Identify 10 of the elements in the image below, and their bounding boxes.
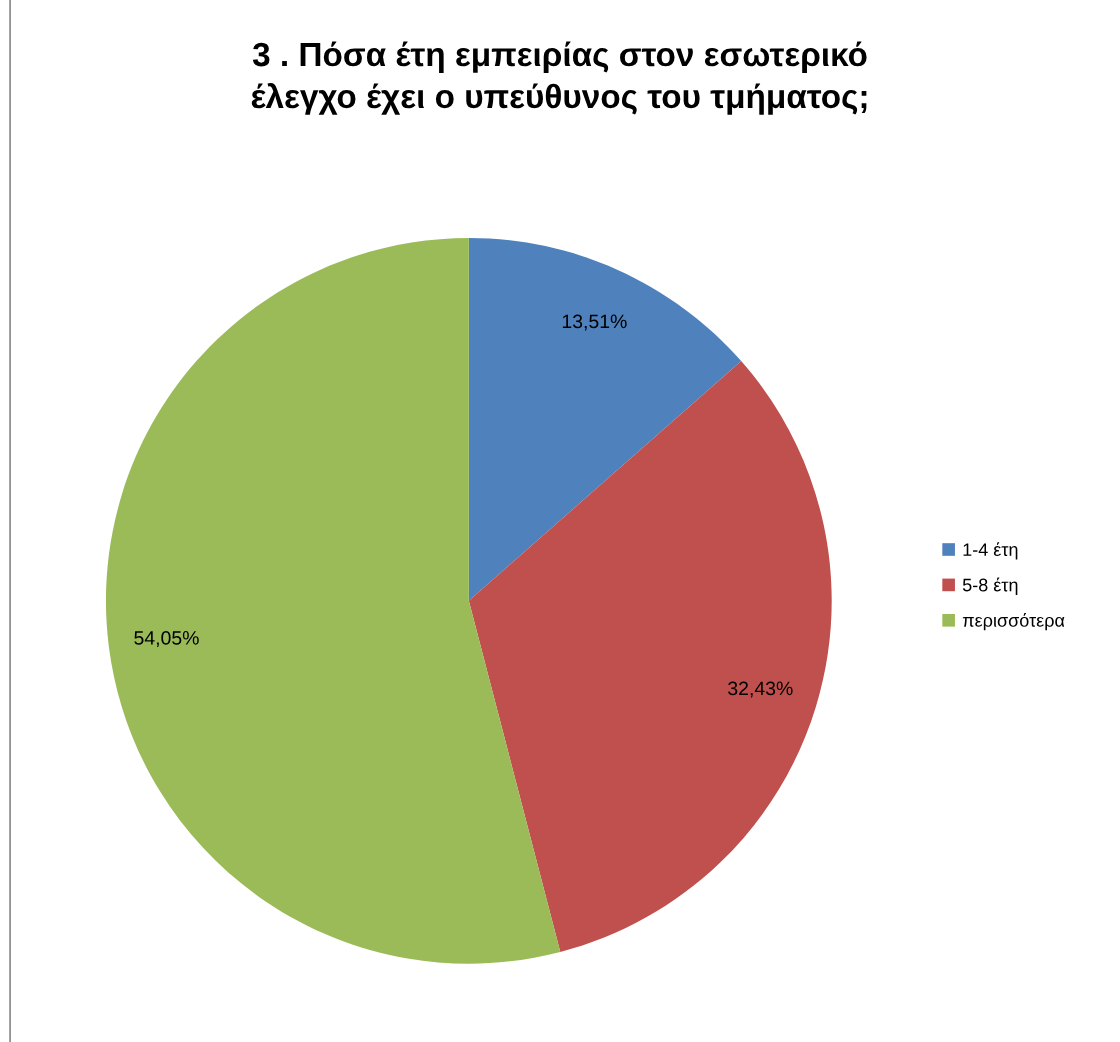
pie-slice — [468, 361, 832, 952]
data-label: 13,51% — [562, 314, 627, 331]
legend-label: 1-4 έτη — [963, 542, 1018, 560]
data-label: 32,43% — [728, 681, 793, 698]
data-label: 54,05% — [134, 631, 199, 648]
pie-slice — [468, 237, 742, 601]
legend-label: περισσότερα — [962, 613, 1065, 631]
pie-slice — [105, 237, 561, 964]
legend-label: 5-8 έτη — [962, 577, 1018, 595]
chart-title: 3 . Πόσα έτη εμπειρίας στον εσωτερικό έλεγχο έχει ο υπεύθυνος του τμήματος; — [251, 41, 867, 115]
